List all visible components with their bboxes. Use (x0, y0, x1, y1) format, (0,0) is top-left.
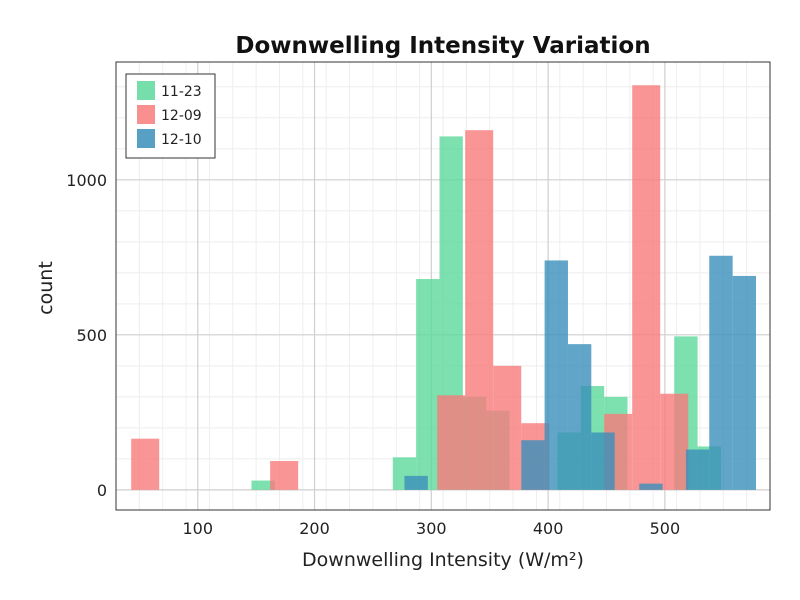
histogram-bar-12-09 (270, 461, 299, 490)
x-tick-label: 500 (650, 519, 681, 538)
y-tick-label: 1000 (66, 171, 107, 190)
histogram-bar-12-09 (632, 85, 661, 490)
histogram-bar-12-09 (437, 395, 466, 490)
histogram-bar-12-09 (660, 393, 689, 490)
histogram-bar-12-09 (493, 365, 522, 490)
y-tick-label: 500 (76, 326, 107, 345)
legend-swatch-12-10 (137, 129, 155, 148)
legend-label-12-09: 12-09 (161, 108, 202, 124)
histogram-bar-12-10 (709, 255, 733, 490)
histogram-bar-11-23 (251, 480, 275, 490)
histogram-bar-12-10 (404, 475, 428, 490)
histogram-bar-12-10 (544, 260, 568, 490)
plot-area (115, 61, 771, 511)
histogram-bar-12-09 (465, 130, 494, 490)
legend-label-12-10: 12-10 (161, 132, 202, 148)
histogram-bar-12-10 (591, 432, 615, 490)
x-tick-label: 100 (182, 519, 213, 538)
legend-swatch-11-23 (137, 81, 155, 100)
histogram-bar-12-10 (567, 344, 592, 490)
legend: 11-23 12-09 12-10 (125, 73, 216, 159)
histogram-bar-12-09 (131, 438, 160, 490)
x-axis-label: Downwelling Intensity (W/m²) (302, 549, 584, 571)
y-axis-ticks: 0 500 1000 (66, 171, 107, 500)
histogram-bars (131, 85, 756, 490)
y-tick-label: 0 (97, 481, 107, 500)
histogram-bar-12-10 (521, 440, 545, 490)
legend-swatch-12-09 (137, 105, 155, 124)
histogram-bar-12-10 (639, 483, 663, 490)
x-tick-label: 300 (416, 519, 447, 538)
x-axis-ticks: 100 200 300 400 500 (182, 519, 680, 538)
chart-title: Downwelling Intensity Variation (235, 33, 650, 59)
y-axis-label: count (35, 261, 57, 315)
x-tick-label: 400 (533, 519, 564, 538)
legend-label-11-23: 11-23 (161, 84, 202, 100)
histogram-bar-12-10 (732, 275, 756, 490)
x-tick-label: 200 (299, 519, 330, 538)
plot-frame (115, 61, 771, 511)
histogram-bar-11-23 (416, 279, 440, 490)
histogram-bar-12-10 (685, 449, 710, 490)
